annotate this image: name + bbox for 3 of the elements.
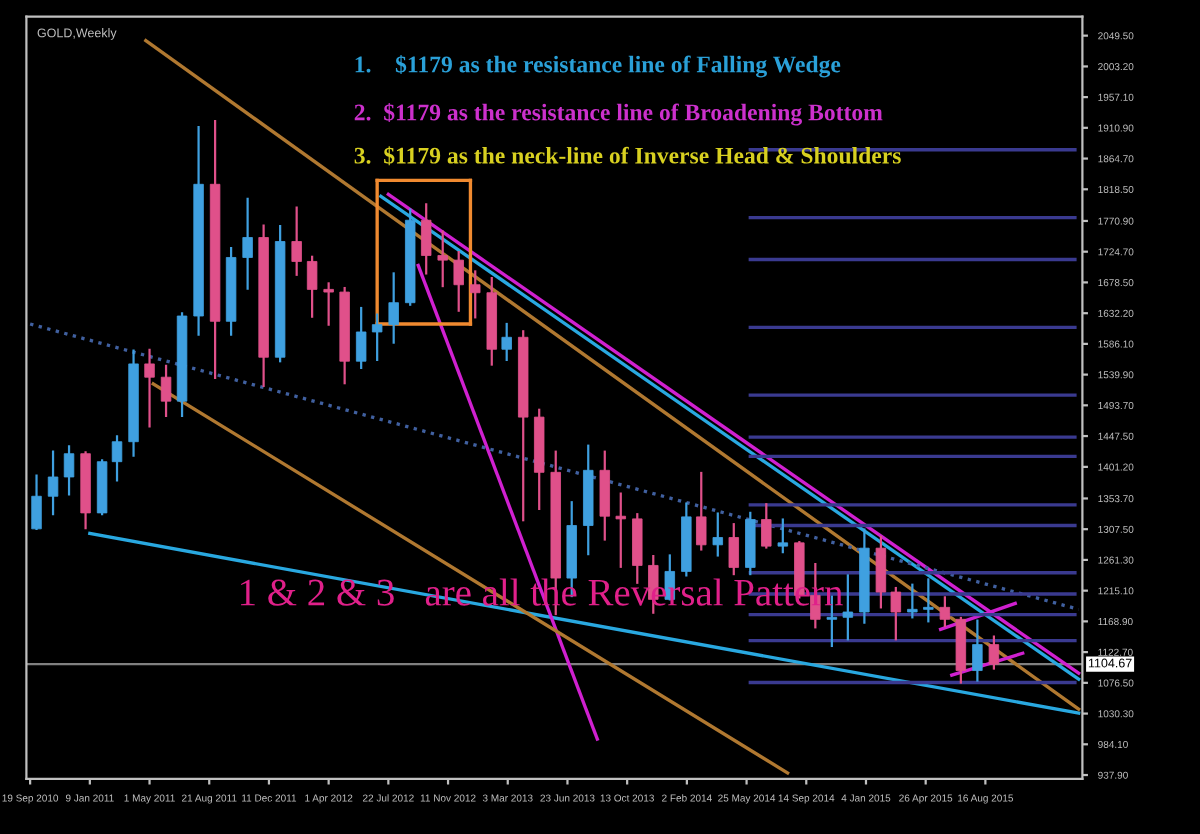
annotation: 3. $1179 as the neck-line of Inverse Head & Shoulders: [354, 146, 901, 166]
annotation: 2. $1179 as the resistance line of Broadening Bottom: [354, 103, 883, 126]
annotation: 1. $1179 as the resistance line of Falling Wedge: [355, 55, 841, 78]
